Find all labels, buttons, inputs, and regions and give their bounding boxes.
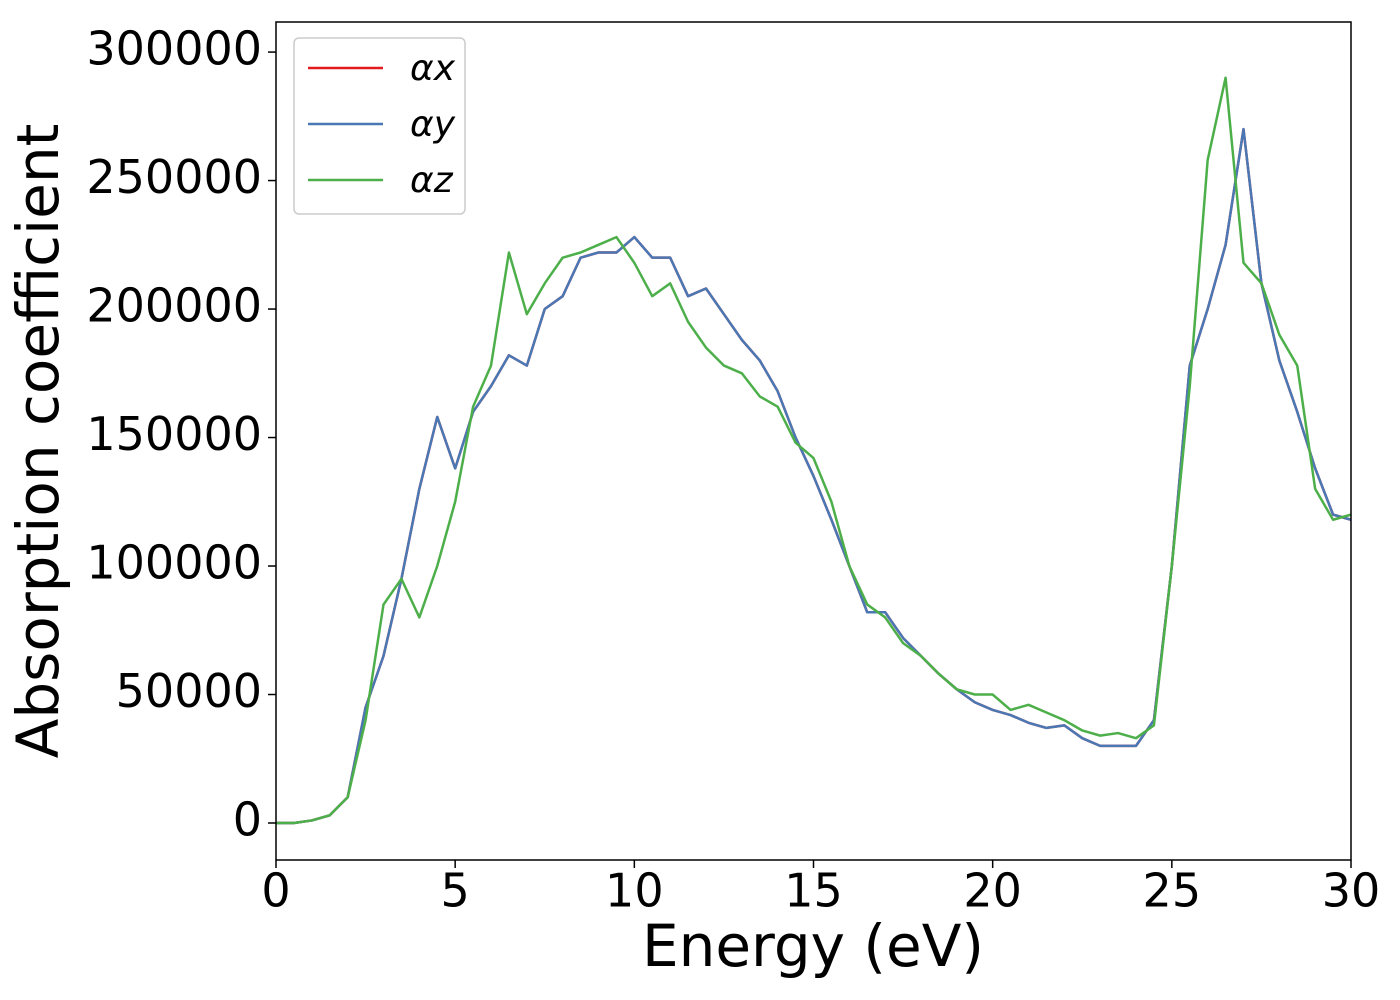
- y-axis-label: Absorption coefficient: [4, 124, 72, 759]
- legend-box: [293, 37, 466, 215]
- x-tick-label: 20: [963, 864, 1022, 918]
- legend-label: αy: [410, 104, 456, 145]
- y-tick-label: 100000: [86, 536, 262, 590]
- series-line: [276, 127, 1352, 825]
- legend-label: αz: [410, 160, 454, 201]
- plot-frame: [275, 21, 1352, 861]
- x-axis-label: Energy (eV): [642, 912, 984, 980]
- y-tick-label: 50000: [116, 664, 262, 718]
- y-tick-label: 0: [233, 792, 262, 846]
- x-tick-label: 0: [261, 864, 290, 918]
- x-tick-label: 30: [1322, 864, 1381, 918]
- x-tick-label: 10: [605, 864, 664, 918]
- x-tick-label: 15: [784, 864, 843, 918]
- x-tick-label: 5: [441, 864, 470, 918]
- series-line: [276, 76, 1352, 825]
- y-tick-label: 150000: [86, 407, 262, 461]
- legend-label: αx: [410, 48, 456, 89]
- y-tick-label: 250000: [86, 150, 262, 204]
- y-tick-label: 300000: [86, 22, 262, 76]
- y-tick-label: 200000: [86, 279, 262, 333]
- x-tick-label: 25: [1143, 864, 1202, 918]
